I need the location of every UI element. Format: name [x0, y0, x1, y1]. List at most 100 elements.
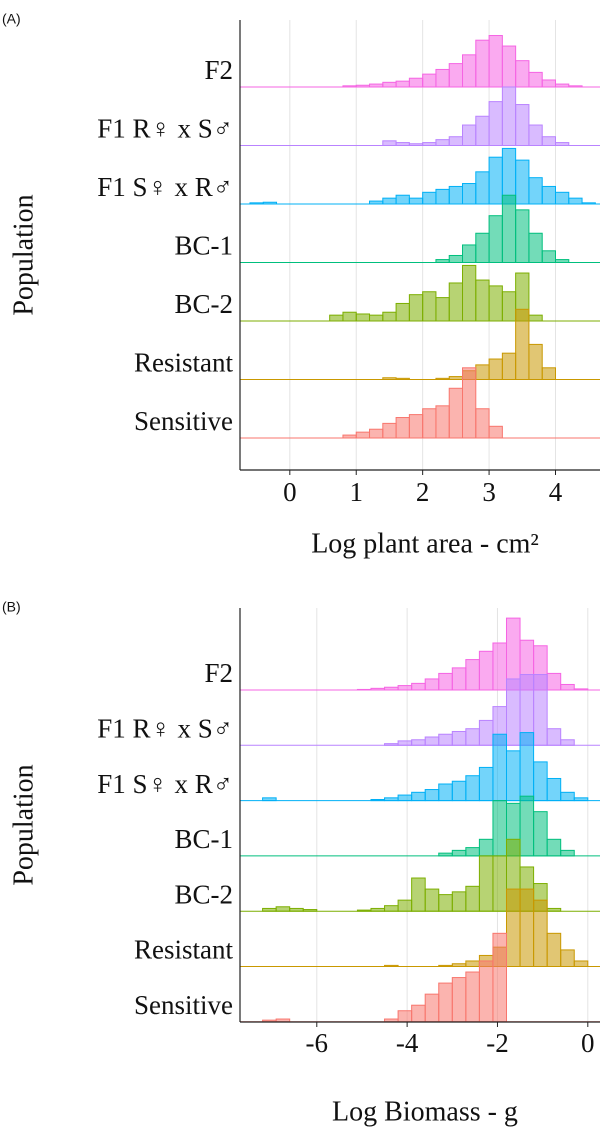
- histogram-bin: [505, 750, 521, 802]
- y-category-label: BC-2: [174, 289, 233, 319]
- histogram-bin: [501, 291, 517, 322]
- y-category-label: F2: [204, 55, 233, 85]
- histogram-bin: [424, 993, 440, 1023]
- histogram-bin: [448, 387, 464, 439]
- y-category-label: F2: [204, 658, 233, 688]
- histogram-bin: [397, 794, 413, 802]
- histogram-bin: [356, 688, 372, 691]
- histogram-bin: [528, 177, 543, 205]
- y-category-label: BC-1: [174, 231, 233, 261]
- y-category-label: Sensitive: [134, 406, 233, 436]
- histogram-bin: [356, 909, 372, 912]
- histogram-bin: [384, 1018, 399, 1023]
- x-tick-label: 4: [549, 477, 563, 507]
- histogram-bin: [397, 740, 413, 746]
- histogram-bin: [451, 667, 467, 691]
- histogram-bin: [465, 885, 480, 912]
- histogram-bin: [492, 932, 507, 1023]
- histogram-bin: [465, 960, 480, 967]
- histogram-bin: [451, 891, 467, 912]
- histogram-bin: [411, 791, 426, 802]
- histogram-bin: [397, 1010, 413, 1023]
- histogram-bin: [505, 678, 521, 746]
- histogram-bin: [528, 71, 543, 88]
- histogram-bin: [492, 733, 507, 802]
- histogram-bin: [488, 101, 503, 146]
- histogram-bin: [478, 838, 494, 857]
- y-axis-title: Population: [8, 764, 39, 885]
- histogram-bin: [478, 650, 494, 691]
- histogram-bin: [501, 86, 517, 146]
- histogram-bin: [478, 855, 494, 912]
- histogram-bin: [435, 377, 450, 380]
- histogram-bin: [424, 789, 440, 802]
- histogram-bin: [438, 894, 453, 912]
- histogram-bin: [451, 849, 467, 857]
- histogram-bin: [465, 728, 480, 746]
- histogram-bin: [554, 142, 570, 146]
- histogram-bin: [408, 197, 424, 205]
- histogram-bin: [435, 259, 450, 264]
- histogram-bin: [488, 215, 503, 263]
- x-tick-label: -2: [486, 1028, 509, 1058]
- histogram-bin: [397, 899, 413, 912]
- histogram-bin: [465, 847, 480, 857]
- histogram-bin: [560, 683, 575, 691]
- histogram-bin: [408, 143, 424, 146]
- histogram-bin: [533, 674, 548, 746]
- histogram-bin: [573, 797, 589, 802]
- histogram-bin: [395, 80, 410, 88]
- histogram-bin: [475, 408, 490, 439]
- histogram-bin: [519, 732, 535, 802]
- histogram-bin: [448, 63, 464, 88]
- histogram-bin: [546, 672, 562, 691]
- x-tick-label: 0: [581, 1028, 595, 1058]
- y-category-label: F1 R♀ x S♂: [97, 114, 233, 144]
- histogram-bin: [382, 377, 397, 380]
- histogram-bin: [384, 686, 399, 691]
- histogram-bin: [369, 314, 384, 322]
- histogram-bin: [560, 849, 575, 857]
- histogram-bin: [554, 191, 570, 205]
- histogram-bin: [533, 761, 548, 802]
- histogram-bin: [408, 294, 424, 322]
- histogram-bin: [462, 54, 477, 88]
- histogram-bin: [435, 188, 450, 205]
- histogram-bin: [560, 949, 575, 967]
- histogram-bin: [573, 960, 589, 967]
- histogram-bin: [435, 139, 450, 146]
- histogram-bin: [395, 377, 410, 380]
- histogram-bin: [411, 877, 426, 912]
- histogram-bin: [554, 83, 570, 88]
- histogram-bin: [533, 899, 548, 968]
- histogram-bin: [541, 79, 556, 88]
- histogram-bin: [438, 982, 453, 1023]
- histogram-bin: [475, 115, 490, 146]
- histogram-bin: [395, 417, 410, 439]
- y-category-label: F1 S♀ x R♂: [97, 172, 233, 202]
- histogram-bin: [411, 739, 426, 746]
- histogram-bin: [541, 367, 556, 380]
- x-tick-label: 1: [349, 477, 363, 507]
- histogram-bin: [515, 60, 530, 88]
- y-category-label: Resistant: [134, 935, 233, 965]
- histogram-bin: [448, 136, 464, 147]
- histogram-bin: [541, 136, 556, 147]
- histogram-bin: [462, 367, 477, 439]
- histogram-bin: [492, 800, 507, 857]
- histogram-bin: [528, 343, 543, 380]
- histogram-bin: [568, 85, 583, 88]
- histogram-bin: [546, 777, 562, 802]
- histogram-bin: [370, 798, 386, 802]
- histogram-bin: [422, 191, 437, 205]
- histogram-bin: [422, 291, 437, 322]
- histogram-bin: [355, 84, 371, 88]
- histogram-bin: [438, 783, 453, 802]
- histogram-bin: [462, 124, 477, 147]
- histogram-bin: [515, 308, 530, 380]
- histogram-bin: [560, 791, 575, 802]
- histogram-bin: [488, 358, 503, 380]
- histogram-bin: [382, 81, 397, 88]
- x-tick-label: -6: [306, 1028, 329, 1058]
